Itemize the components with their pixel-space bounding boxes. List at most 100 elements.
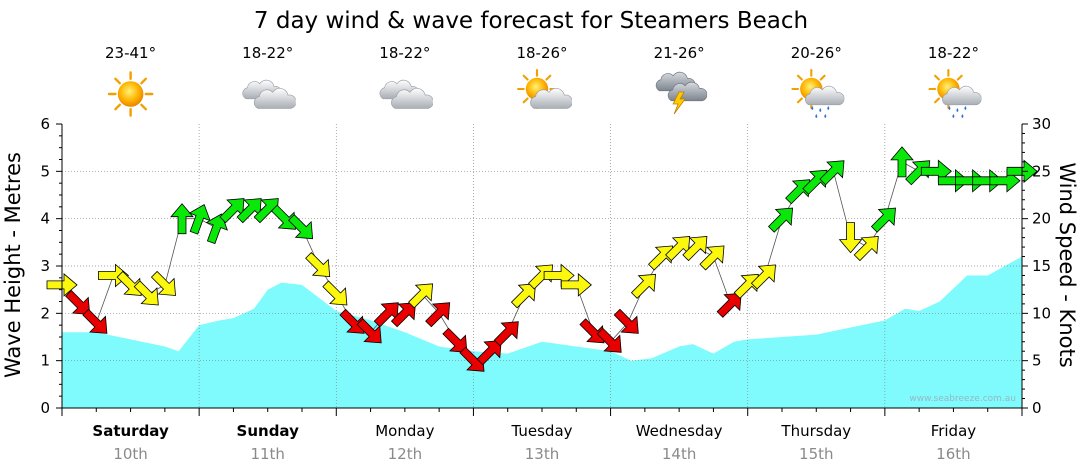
- day-name: Wednesday: [636, 422, 723, 440]
- sunny-icon: [107, 71, 154, 117]
- wind-arrow: [938, 168, 970, 193]
- wind-arrow: [613, 308, 639, 334]
- wind-arrow: [955, 168, 987, 193]
- y2-tick-label: 15: [1032, 257, 1051, 275]
- plot-area: 0 1 2 3 4 5 6 0 5 10 15 20 25 30: [40, 115, 1051, 417]
- chart-title: 7 day wind & wave forecast for Steamers …: [254, 8, 808, 34]
- wind-arrow: [390, 302, 416, 328]
- day-labels: Saturday 10th Sunday 11th Monday 12th Tuesday 1…: [92, 422, 976, 463]
- weather-icons: [107, 69, 982, 118]
- temperature-label: 18-26°: [516, 44, 567, 62]
- sun-showers-icon: [791, 69, 845, 118]
- thunderstorm-icon: [655, 71, 708, 115]
- day-date: 13th: [525, 445, 559, 463]
- wind-arrow: [802, 169, 828, 195]
- wind-arrow: [853, 236, 879, 262]
- wind-arrow: [750, 264, 776, 290]
- y-tick-label: 0: [40, 399, 50, 417]
- wave-area: [62, 256, 1022, 408]
- wind-arrow: [716, 292, 742, 318]
- wind-arrow: [339, 308, 365, 334]
- axes: 0 1 2 3 4 5 6 0 5 10 15 20 25 30: [40, 115, 1051, 417]
- y-tick-label: 5: [40, 162, 50, 180]
- y2-tick-label: 0: [1032, 399, 1042, 417]
- wind-arrow: [116, 270, 142, 296]
- cloudy-icon: [242, 79, 296, 109]
- wind-arrow: [407, 283, 434, 309]
- y-axis-title: Wave Height - Metres: [1, 152, 25, 378]
- wind-arrow: [527, 264, 554, 290]
- wind-arrow: [170, 203, 194, 235]
- temperature-labels: 23-41° 18-22° 18-22° 18-26° 21-26° 20-26° 18-2…: [105, 44, 979, 62]
- day-name: Thursday: [780, 422, 851, 440]
- wind-arrow: [767, 207, 794, 233]
- day-name: Friday: [931, 422, 977, 440]
- partly-cloudy-icon: [517, 69, 572, 109]
- day-name: Saturday: [92, 422, 169, 440]
- wind-arrow: [476, 340, 502, 366]
- wave-area-path: [62, 256, 1022, 408]
- wind-arrow: [425, 302, 451, 328]
- wind-arrow: [560, 273, 592, 297]
- wind-arrow: [905, 160, 931, 186]
- day-name: Tuesday: [510, 422, 572, 440]
- wind-arrow: [579, 318, 605, 344]
- y-tick-label: 3: [40, 257, 50, 275]
- wind-arrow: [82, 308, 108, 334]
- wind-arrow: [287, 214, 314, 240]
- y-tick-label: 4: [40, 210, 50, 228]
- wind-arrow: [493, 321, 519, 347]
- temperature-label: 18-22°: [242, 44, 293, 62]
- wind-arrow: [65, 289, 91, 315]
- y2-tick-label: 5: [1032, 352, 1042, 370]
- y-tick-label: 1: [40, 352, 50, 370]
- day-date: 15th: [799, 445, 833, 463]
- y2-tick-label: 20: [1032, 210, 1051, 228]
- day-name: Sunday: [237, 422, 300, 440]
- y-tick-label: 6: [40, 115, 50, 133]
- wind-arrow: [682, 236, 708, 262]
- day-date: 12th: [388, 445, 422, 463]
- temperature-label: 23-41°: [105, 44, 156, 62]
- day-date: 14th: [662, 445, 696, 463]
- wind-arrow: [188, 204, 211, 235]
- wind-arrow: [270, 204, 296, 230]
- wind-arrows: [46, 146, 1038, 372]
- wind-arrow: [870, 207, 896, 233]
- credit-text: www.seabreeze.com.au: [909, 394, 1016, 404]
- wind-arrow: [785, 179, 811, 205]
- wind-arrow: [819, 160, 845, 186]
- temperature-label: 21-26°: [654, 44, 705, 62]
- y2-tick-label: 30: [1032, 115, 1051, 133]
- cloudy-icon: [379, 79, 433, 109]
- day-date: 11th: [250, 445, 284, 463]
- wind-arrow: [596, 327, 622, 353]
- y2-axis-title: Wind Speed - Knots: [1055, 162, 1079, 367]
- day-date: 10th: [113, 445, 147, 463]
- temperature-label: 18-22°: [379, 44, 430, 62]
- y2-tick-label: 25: [1032, 162, 1051, 180]
- day-date: 16th: [936, 445, 970, 463]
- temperature-label: 18-22°: [928, 44, 979, 62]
- wind-arrow: [305, 251, 331, 278]
- wind-arrow: [322, 280, 348, 306]
- wind-arrow: [838, 222, 863, 254]
- y2-tick-label: 10: [1032, 304, 1051, 322]
- wind-arrow: [205, 213, 228, 245]
- wind-arrow: [510, 283, 536, 309]
- temperature-label: 20-26°: [791, 44, 842, 62]
- wind-arrow: [356, 318, 382, 344]
- wind-arrow: [442, 327, 468, 353]
- wind-arrow: [699, 245, 725, 271]
- wind-arrow: [733, 273, 759, 299]
- y-tick-label: 2: [40, 304, 50, 322]
- wind-arrow: [647, 245, 674, 271]
- wind-arrow: [890, 146, 914, 178]
- wind-arrow: [133, 280, 159, 306]
- wind-arrow: [630, 273, 656, 299]
- day-name: Monday: [375, 422, 434, 440]
- wind-arrow: [150, 270, 176, 296]
- wind-arrow: [972, 168, 1004, 193]
- sun-showers-icon: [928, 69, 982, 118]
